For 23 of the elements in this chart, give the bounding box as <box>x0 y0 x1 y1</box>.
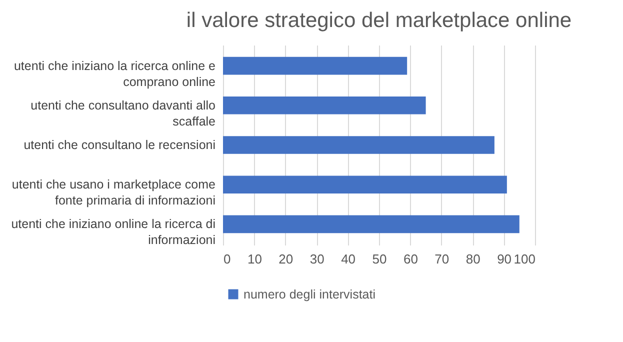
y-tick-label: utenti che usano i marketplace come fonte primaria di informazioni <box>12 178 216 208</box>
y-tick-label: utenti che consultano davanti allo scaffale <box>30 98 216 128</box>
y-tick-label: utenti che consultano le recensioni <box>24 138 216 152</box>
bar <box>223 56 408 75</box>
bar <box>223 176 507 194</box>
bar <box>223 96 426 114</box>
y-tick-label: utenti che iniziano la ricerca online e comprano online <box>14 58 216 89</box>
x-tick-label: 20 <box>278 252 294 266</box>
x-tick-label: 0 <box>224 252 231 266</box>
x-tick-label: 10 <box>247 252 262 266</box>
x-tick-label: 70 <box>434 252 450 266</box>
x-tick-label: 50 <box>372 252 387 266</box>
x-tick-label: 80 <box>466 252 480 266</box>
bar <box>223 215 520 234</box>
x-tick-label: 40 <box>341 252 356 266</box>
x-tick-label: 100 <box>514 252 536 266</box>
legend-label: numero degli intervistati <box>244 287 376 302</box>
x-tick-label: 30 <box>310 252 324 266</box>
chart-title: il valore strategico del marketplace online <box>186 9 572 32</box>
x-tick-label: 60 <box>403 252 418 266</box>
y-tick-label: utenti che iniziano online la ricerca di informazioni <box>11 217 216 248</box>
bar <box>223 136 494 154</box>
x-tick-label: 90 <box>497 252 512 266</box>
